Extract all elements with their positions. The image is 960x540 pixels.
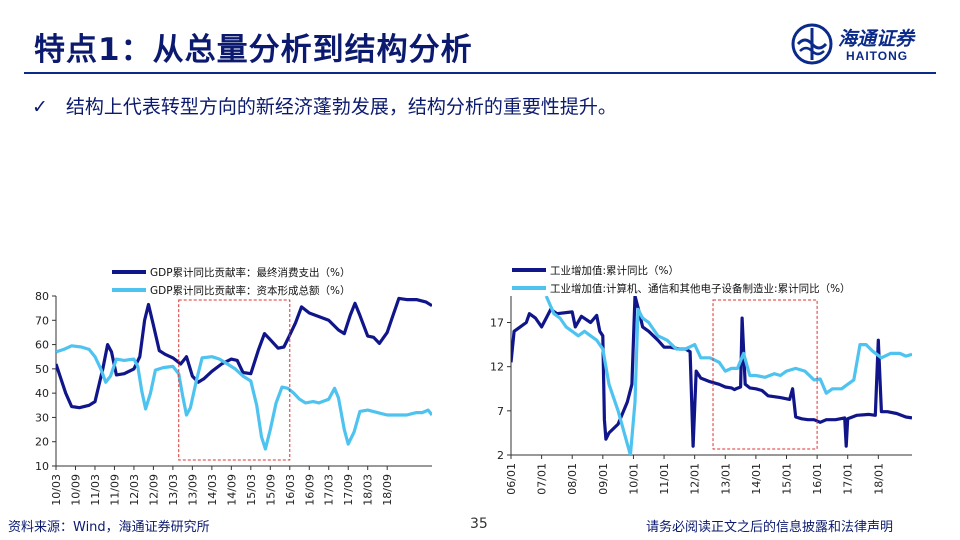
x-tick-label: 17/03 (323, 474, 336, 506)
x-tick-label: 11/03 (89, 474, 102, 506)
y-tick-label: 20 (35, 436, 49, 449)
x-tick-label: 17/09 (342, 474, 355, 506)
y-tick-label: 12 (490, 361, 504, 374)
y-tick-label: 17 (490, 317, 504, 330)
x-tick-label: 14/09 (225, 474, 238, 506)
source-note: 资料来源：Wind，海通证券研究所 (8, 520, 210, 535)
x-tick-label: 11/01 (658, 463, 671, 495)
y-tick-label: 10 (35, 460, 49, 473)
page-title: 特点1：从总量分析到结构分析 (34, 32, 473, 68)
page-number: 35 (470, 516, 488, 532)
header-rule (24, 72, 936, 74)
x-tick-label: 14/01 (750, 463, 763, 495)
x-tick-label: 12/09 (147, 474, 160, 506)
series-line-2 (544, 296, 912, 455)
x-tick-label: 12/01 (689, 463, 702, 495)
x-tick-label: 15/03 (245, 474, 258, 506)
bullet-text: 结构上代表转型方向的新经济蓬勃发展，结构分析的重要性提升。 (65, 96, 617, 118)
x-tick-label: 17/01 (842, 463, 855, 495)
y-tick-label: 40 (35, 387, 49, 400)
x-tick-label: 15/09 (264, 474, 277, 506)
series-line-1 (56, 296, 432, 410)
y-tick-label: 7 (497, 405, 504, 418)
x-tick-label: 13/01 (719, 463, 732, 495)
x-tick-label: 12/03 (128, 474, 141, 506)
x-tick-label: 10/01 (627, 463, 640, 495)
haitong-logo: 海通证券 HAITONG (790, 22, 940, 68)
x-tick-label: 16/01 (811, 463, 824, 495)
legend-label: GDP累计同比贡献率：最终消费支出（%） (150, 266, 351, 279)
haitong-emblem-icon (791, 23, 833, 65)
x-tick-label: 10/03 (50, 474, 63, 506)
bullet-point: ✓ 结构上代表转型方向的新经济蓬勃发展，结构分析的重要性提升。 (32, 92, 617, 119)
x-tick-label: 06/01 (505, 463, 518, 495)
check-icon: ✓ (32, 96, 48, 118)
legend-label: 工业增加值:计算机、通信和其他电子设备制造业:累计同比（%） (550, 282, 851, 295)
x-tick-label: 16/03 (284, 474, 297, 506)
y-tick-label: 2 (497, 449, 504, 462)
logo-text-cn: 海通证券 (838, 28, 915, 50)
x-tick-label: 13/09 (186, 474, 199, 506)
x-tick-label: 14/03 (206, 474, 219, 506)
logo-text-en: HAITONG (846, 49, 909, 63)
x-tick-label: 10/09 (69, 474, 82, 506)
y-tick-label: 70 (35, 314, 49, 327)
y-tick-label: 60 (35, 339, 49, 352)
highlight-box (178, 299, 291, 461)
x-tick-label: 09/01 (597, 463, 610, 495)
x-tick-label: 13/03 (167, 474, 180, 506)
x-tick-label: 18/01 (872, 463, 885, 495)
highlight-box (712, 299, 818, 450)
y-tick-label: 30 (35, 411, 49, 424)
y-tick-label: 50 (35, 363, 49, 376)
x-tick-label: 07/01 (536, 463, 549, 495)
series-line-2 (56, 344, 432, 451)
x-tick-label: 15/01 (780, 463, 793, 495)
x-tick-label: 18/09 (381, 474, 394, 506)
x-tick-label: 08/01 (566, 463, 579, 495)
legend-label: 工业增加值:累计同比（%） (550, 264, 679, 277)
series-line-1 (511, 296, 912, 448)
x-tick-label: 11/09 (108, 474, 121, 506)
y-tick-label: 80 (35, 290, 49, 303)
legend-label: GDP累计同比贡献率：资本形成总额（%） (150, 284, 351, 297)
disclaimer: 请务必阅读正文之后的信息披露和法律声明 (646, 520, 894, 535)
x-tick-label: 18/03 (362, 474, 375, 506)
x-tick-label: 16/09 (303, 474, 316, 506)
